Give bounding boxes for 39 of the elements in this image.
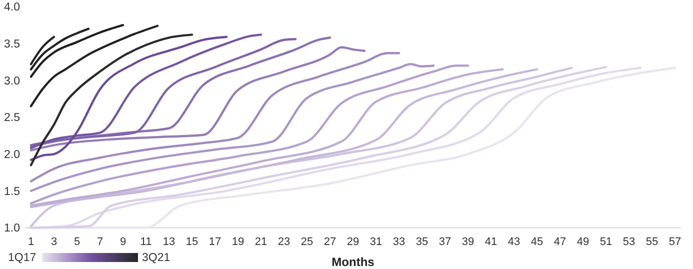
y-tick-label: 4.0 [4,2,20,14]
text: 1Q17 [8,252,36,264]
x-axis-title: Months [332,255,375,269]
x-tick-label: 1 [28,236,34,248]
x-tick-label: 55 [646,236,658,248]
x-tick-label: 39 [462,236,474,248]
x-tick-label: 53 [622,236,636,248]
x-tick-label: 17 [208,236,222,248]
y-tick-label: 3.5 [4,38,20,51]
x-tick-label: 11 [140,236,152,248]
x-tick-label: 57 [668,236,682,248]
x-tick-label: 51 [600,236,612,248]
y-tick-label: 2.0 [4,149,20,162]
x-tick-label: 21 [254,236,268,248]
x-tick-label: 25 [300,236,314,248]
x-tick-label: 19 [232,236,244,248]
text: 3Q21 [142,252,170,264]
x-tick-label: 45 [530,236,544,248]
x-tick-label: 27 [324,236,336,248]
x-tick-label: 3 [50,236,58,248]
x-tick-label: 15 [186,236,198,248]
x-tick-label: 5 [74,236,80,248]
x-tick-label: 9 [120,236,126,248]
x-tick-label: 13 [162,236,176,248]
y-tick-label: 3.0 [4,75,20,88]
x-tick-label: 33 [392,236,406,248]
y-tick-label: 2.5 [4,112,20,124]
x-tick-label: 37 [438,236,452,248]
x-tick-label: 49 [576,236,590,248]
x-tick-label: 35 [416,236,428,248]
x-tick-label: 43 [508,236,520,248]
x-tick-label: 41 [484,236,498,248]
y-tick-label: 1.5 [4,186,20,198]
x-tick-label: 7 [96,236,104,248]
x-tick-label: 29 [346,236,360,248]
x-tick-label: 23 [278,236,290,248]
y-tick-label: 1.0 [4,222,20,235]
x-tick-label: 31 [370,236,382,248]
x-tick-label: 47 [554,236,566,248]
